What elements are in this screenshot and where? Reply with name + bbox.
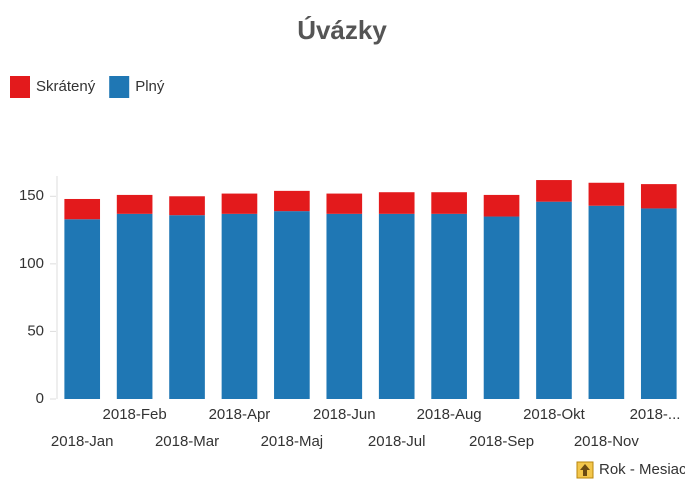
bar-segment bbox=[536, 201, 572, 399]
bar-segment bbox=[274, 211, 310, 399]
x-label-icon bbox=[576, 461, 594, 479]
bar-segment bbox=[221, 193, 258, 214]
y-tick-label: 150 bbox=[19, 187, 44, 204]
bar-segment bbox=[483, 194, 520, 217]
y-tick-label: 50 bbox=[27, 322, 44, 339]
legend-label: Skrátený bbox=[36, 78, 96, 95]
x-axis-title: Rok - Mesiac bbox=[599, 461, 685, 478]
bar-segment bbox=[431, 213, 467, 399]
bar-segment bbox=[169, 196, 205, 216]
bar-segment bbox=[274, 190, 310, 212]
x-tick-label: 2018-Aug bbox=[417, 406, 482, 423]
bar-segment bbox=[588, 205, 625, 399]
y-tick-label: 100 bbox=[19, 255, 44, 272]
x-tick-label: 2018-Jul bbox=[368, 433, 426, 450]
bar-segment bbox=[378, 192, 415, 214]
legend-swatch bbox=[10, 76, 30, 98]
bar-segment bbox=[483, 216, 520, 399]
x-tick-label: 2018-Okt bbox=[523, 406, 586, 423]
x-tick-label: 2018-Feb bbox=[103, 406, 167, 423]
x-tick-label: 2018-Apr bbox=[209, 406, 271, 423]
x-tick-label: 2018-Nov bbox=[574, 433, 640, 450]
bar-segment bbox=[588, 182, 625, 206]
x-tick-label: 2018-Mar bbox=[155, 433, 219, 450]
chart-title: Úvázky bbox=[297, 15, 387, 45]
bar-segment bbox=[326, 193, 363, 214]
x-tick-label: 2018-... bbox=[630, 406, 681, 423]
bar-segment bbox=[640, 184, 677, 209]
bar-segment bbox=[116, 213, 153, 399]
x-tick-label: 2018-Jan bbox=[51, 433, 114, 450]
bar-segment bbox=[169, 215, 205, 399]
x-tick-label: 2018-Maj bbox=[261, 433, 324, 450]
bar-segment bbox=[221, 213, 258, 399]
bar-segment bbox=[536, 180, 572, 202]
legend-swatch bbox=[109, 76, 130, 98]
bar-segment bbox=[431, 192, 467, 214]
x-tick-label: 2018-Jun bbox=[313, 406, 376, 423]
bar-segment bbox=[378, 213, 415, 399]
y-tick-label: 0 bbox=[36, 390, 44, 407]
bar-segment bbox=[64, 219, 101, 399]
bar-segment bbox=[326, 213, 363, 399]
bar-segment bbox=[640, 208, 677, 399]
bar-segment bbox=[116, 194, 153, 214]
bar-segment bbox=[64, 198, 101, 220]
legend-label: Plný bbox=[135, 78, 165, 95]
x-tick-label: 2018-Sep bbox=[469, 433, 534, 450]
